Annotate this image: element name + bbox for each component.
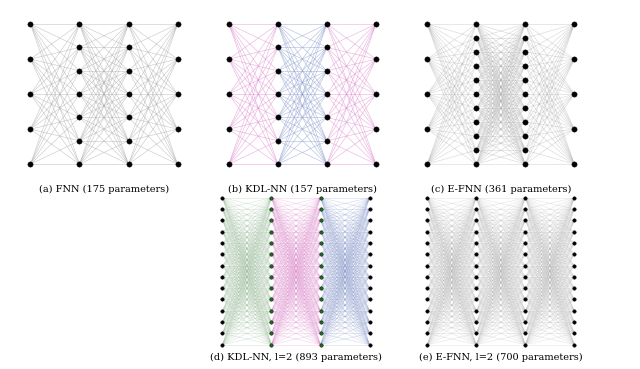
Text: (c) E-FNN (361 parameters): (c) E-FNN (361 parameters) [431,184,571,194]
Text: (b) KDL-NN (157 parameters): (b) KDL-NN (157 parameters) [228,184,377,194]
Text: (e) E-FNN, l=2 (700 parameters): (e) E-FNN, l=2 (700 parameters) [419,352,582,362]
Text: (d) KDL-NN, l=2 (893 parameters): (d) KDL-NN, l=2 (893 parameters) [210,352,382,362]
Text: (a) FNN (175 parameters): (a) FNN (175 parameters) [39,184,169,194]
